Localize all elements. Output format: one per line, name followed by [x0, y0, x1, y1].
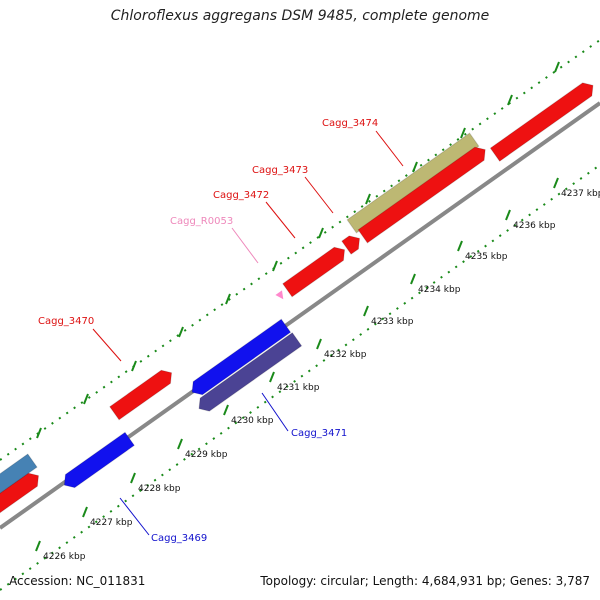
tick-label: 4226 kbp [43, 552, 86, 562]
label-leader-line [304, 176, 334, 214]
genome-summary: Topology: circular; Length: 4,684,931 bp… [260, 574, 590, 588]
outer-tick-mark [36, 427, 42, 439]
tick-label: 4233 kbp [371, 317, 414, 327]
gene-cagg-3474 [346, 132, 480, 234]
tick-label: 4232 kbp [324, 350, 367, 360]
gene-cagg-r0053 [275, 290, 284, 300]
gene-cagg-3469 [63, 431, 135, 489]
label-leader-line [261, 392, 289, 432]
tick-label: 4234 kbp [418, 285, 461, 295]
label-leader-line [119, 497, 150, 536]
tick-mark [177, 438, 183, 450]
gene-cagg-3471 [198, 332, 303, 412]
gene-cagg-3470 [109, 369, 173, 421]
inner-dotted-guide [0, 164, 600, 591]
gene-label: Cagg_3473 [252, 165, 308, 176]
gene-label: Cagg_3469 [151, 533, 207, 544]
tick-mark [316, 338, 322, 350]
tick-mark [35, 540, 41, 552]
outer-tick-mark [83, 393, 89, 405]
outer-tick-mark [178, 326, 184, 338]
gene-label: Cagg_3472 [213, 190, 269, 201]
outer-tick-mark [460, 127, 466, 139]
label-leader-line [265, 201, 296, 239]
tick-label: 4230 kbp [231, 416, 274, 426]
gene-label: Cagg_3470 [38, 316, 94, 327]
outer-tick-mark [412, 161, 418, 173]
tick-mark [553, 177, 559, 189]
outer-tick-mark [365, 193, 371, 205]
tick-mark [410, 273, 416, 285]
gene-reverse-mid [191, 318, 292, 396]
gene-label: Cagg_R0053 [170, 216, 233, 227]
tick-mark [269, 371, 275, 383]
tick-mark [505, 209, 511, 221]
label-leader-line [92, 328, 122, 362]
tick-label: 4227 kbp [90, 518, 133, 528]
outer-tick-mark [507, 94, 513, 106]
gene-label: Cagg_3474 [322, 118, 378, 129]
gene-cagg-3473 [357, 146, 486, 244]
tick-label: 4236 kbp [513, 221, 556, 231]
tick-label: 4228 kbp [138, 484, 181, 494]
outer-tick-mark [318, 227, 324, 239]
label-leader-line [231, 227, 259, 264]
outer-tick-mark [272, 260, 278, 272]
outer-tick-mark [131, 360, 137, 372]
gene-forward-right [489, 82, 594, 162]
gene-small-forward [341, 235, 361, 255]
outer-tick-mark [554, 61, 560, 73]
outer-tick-mark [225, 293, 231, 305]
tick-label: 4235 kbp [465, 252, 508, 262]
accession-text: Accession: NC_011831 [9, 574, 146, 588]
tick-mark [457, 240, 463, 252]
gene-cagg-3472 [282, 246, 346, 298]
outer-dotted-guide [0, 39, 600, 461]
tick-label: 4237 kbp [561, 189, 600, 199]
tick-mark [130, 472, 136, 484]
tick-mark [223, 404, 229, 416]
tick-label: 4231 kbp [277, 383, 320, 393]
tick-label: 4229 kbp [185, 450, 228, 460]
map-title: Chloroflexus aggregans DSM 9485, complet… [110, 8, 490, 24]
tick-mark [82, 506, 88, 518]
gene-label: Cagg_3471 [291, 428, 347, 439]
tick-mark [363, 305, 369, 317]
label-leader-line [375, 130, 404, 167]
gene-other-left [0, 453, 38, 497]
